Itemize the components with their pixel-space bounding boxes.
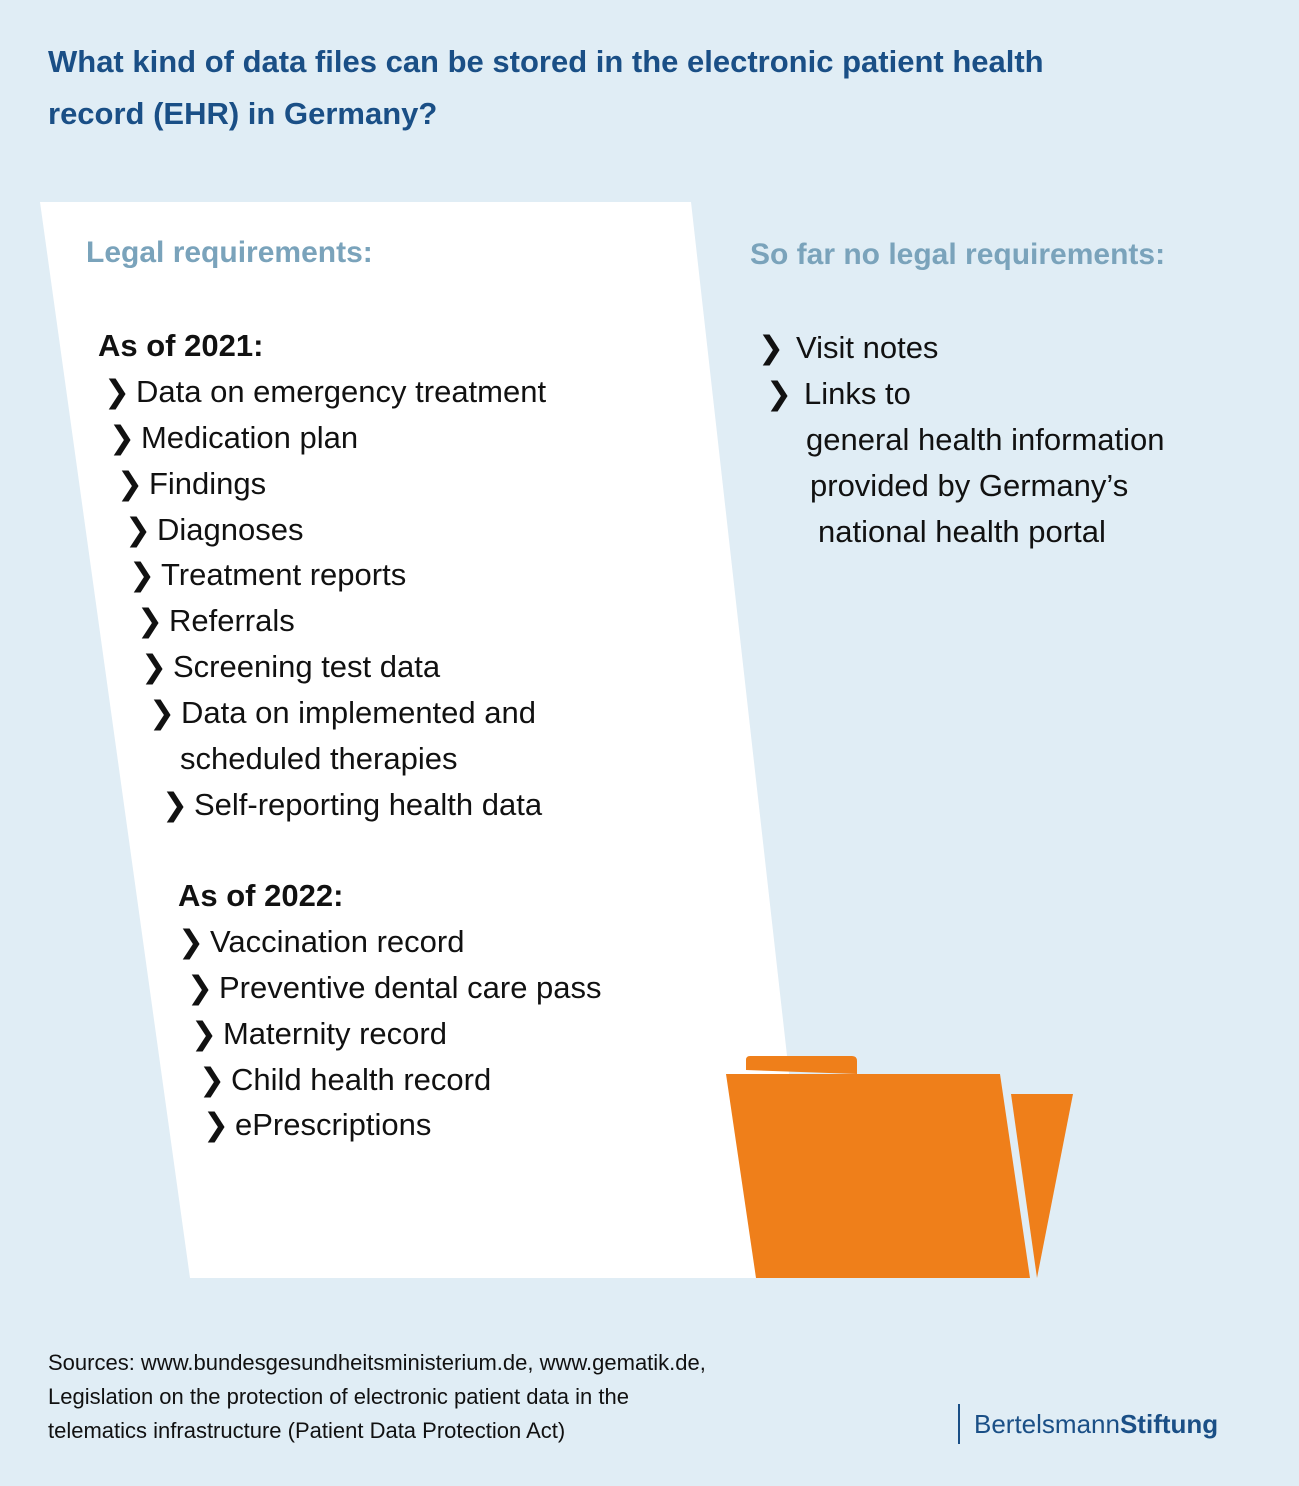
chevron-right-icon: ❯ — [141, 649, 167, 684]
chevron-right-icon: ❯ — [766, 376, 792, 411]
sources-line: telematics infrastructure (Patient Data … — [48, 1418, 566, 1443]
chevron-right-icon: ❯ — [125, 512, 151, 547]
chevron-right-icon: ❯ — [203, 1107, 229, 1142]
list-item: ❯ Referrals — [137, 603, 295, 638]
list-item-continuation: general health information — [806, 422, 1165, 457]
list-item-continuation: national health portal — [818, 514, 1106, 549]
chevron-right-icon: ❯ — [758, 330, 784, 365]
folder-icon — [726, 1056, 1073, 1278]
page-title: What kind of data files can be stored in… — [48, 44, 1044, 131]
list-item: ❯ Medication plan — [109, 420, 359, 455]
chevron-right-icon: ❯ — [129, 557, 155, 592]
sources-line: Legislation on the protection of electro… — [48, 1384, 629, 1409]
list-item: ❯ Vaccination record — [178, 924, 465, 959]
bertelsmann-stiftung-logo: BertelsmannStiftung — [958, 1404, 1218, 1444]
document-sheet — [40, 202, 812, 1278]
sources-line: Sources: www.bundesgesundheitsministeriu… — [48, 1350, 706, 1375]
list-item: ❯ Maternity record — [191, 1016, 447, 1051]
list-item-continuation: provided by Germany’s — [810, 468, 1129, 503]
chevron-right-icon: ❯ — [137, 603, 163, 638]
chevron-right-icon: ❯ — [191, 1016, 217, 1051]
chevron-right-icon: ❯ — [104, 374, 130, 409]
year-label-2021: As of 2021: — [98, 328, 264, 363]
list-item: ❯ Data on emergency treatment — [104, 374, 547, 409]
list-item: ❯ Self-reporting health data — [162, 787, 543, 822]
list-item: ❯ Child health record — [199, 1062, 492, 1097]
list-item: ❯ Data on implemented and — [149, 695, 536, 730]
list-item: ❯ Links to — [766, 376, 911, 411]
chevron-right-icon: ❯ — [199, 1062, 225, 1097]
year-label-2022: As of 2022: — [178, 878, 344, 913]
sources-note: Sources: www.bundesgesundheitsministeriu… — [48, 1346, 868, 1448]
chevron-right-icon: ❯ — [109, 420, 135, 455]
list-item: ❯ Findings — [117, 466, 267, 501]
no-legal-requirements-heading: So far no legal requirements: — [750, 238, 1166, 271]
chevron-right-icon: ❯ — [117, 466, 143, 501]
chevron-right-icon: ❯ — [187, 970, 213, 1005]
chevron-right-icon: ❯ — [149, 695, 175, 730]
list-item: ❯ Treatment reports — [129, 557, 407, 592]
list-item: ❯ Preventive dental care pass — [187, 970, 602, 1005]
chevron-right-icon: ❯ — [162, 787, 188, 822]
list-item: ❯ Diagnoses — [125, 512, 304, 547]
chevron-right-icon: ❯ — [178, 924, 204, 959]
list-item-continuation: scheduled therapies — [180, 741, 458, 776]
legal-requirements-heading: Legal requirements: — [86, 236, 373, 269]
list-item: ❯ ePrescriptions — [203, 1107, 432, 1142]
list-item: ❯ Screening test data — [141, 649, 441, 684]
list-item: ❯ Visit notes — [758, 330, 939, 365]
